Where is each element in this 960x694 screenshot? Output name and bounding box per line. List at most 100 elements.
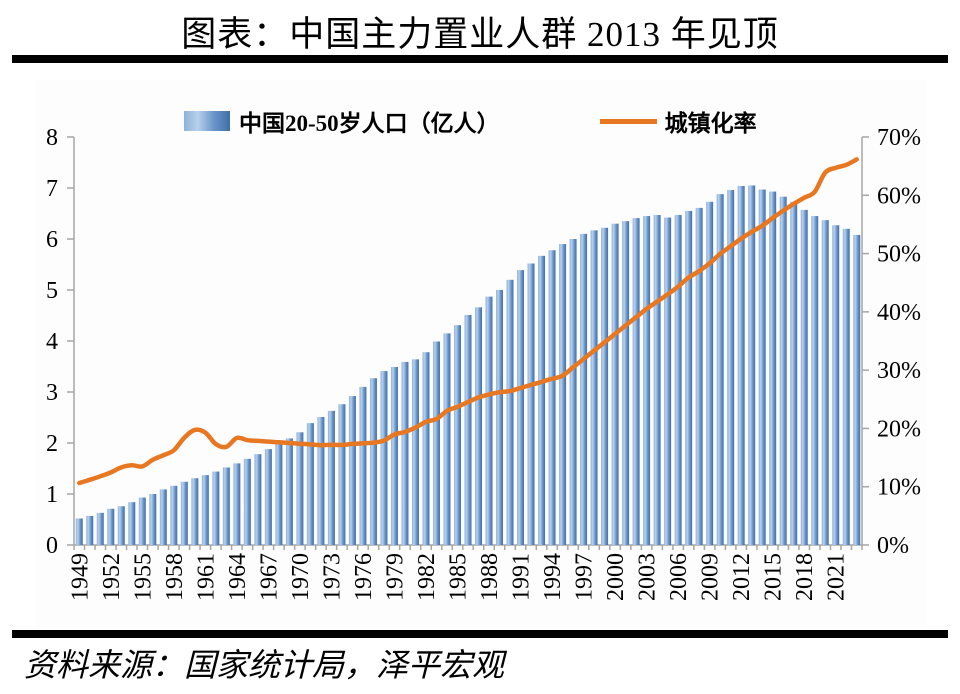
x-axis-year-label: 2009 xyxy=(698,553,724,601)
bar-2013 xyxy=(748,185,756,545)
x-axis-year-label: 1964 xyxy=(225,553,251,601)
bar-2022 xyxy=(842,228,850,546)
bar-1983 xyxy=(432,341,440,545)
bar-2001 xyxy=(622,221,630,545)
bar-2010 xyxy=(716,194,724,545)
bar-1999 xyxy=(601,227,609,545)
bar-1978 xyxy=(380,371,388,545)
bar-1952 xyxy=(107,508,115,545)
right-axis-tick-label: 10% xyxy=(877,475,921,501)
bar-1949 xyxy=(75,518,83,545)
x-axis-year-label: 2018 xyxy=(792,553,818,601)
bar-1991 xyxy=(517,270,525,545)
x-axis-year-label: 1970 xyxy=(288,553,314,601)
right-axis-tick-label: 30% xyxy=(877,358,921,384)
bar-1953 xyxy=(117,506,125,545)
bar-1982 xyxy=(422,352,430,545)
bar-1960 xyxy=(191,478,199,545)
title-divider-rule xyxy=(12,55,948,63)
bar-1996 xyxy=(569,239,577,545)
bar-1958 xyxy=(170,485,178,545)
left-axis-tick-label: 0 xyxy=(46,533,58,559)
bar-2020 xyxy=(821,220,829,545)
source-divider-rule xyxy=(12,630,948,638)
bar-1975 xyxy=(348,396,356,545)
bar-1965 xyxy=(243,458,251,545)
x-axis-year-label: 2015 xyxy=(761,553,787,601)
x-axis-year-label: 1973 xyxy=(319,553,345,601)
bar-series-label: 中国20-50岁人口（亿人） xyxy=(239,111,500,136)
bar-1977 xyxy=(369,378,377,545)
bar-1997 xyxy=(580,233,588,545)
bar-2018 xyxy=(800,209,808,545)
legend: 中国20-50岁人口（亿人） 城镇化率 xyxy=(184,104,757,138)
x-axis-year-label: 1997 xyxy=(572,553,598,601)
right-axis-tick-label: 50% xyxy=(877,242,921,268)
bar-2015 xyxy=(769,191,777,545)
bar-1989 xyxy=(496,290,504,545)
chart-title: 图表：中国主力置业人群 2013 年见顶 xyxy=(181,15,779,54)
x-axis-year-label: 1952 xyxy=(99,553,125,601)
bar-1979 xyxy=(390,367,398,545)
bar-1980 xyxy=(401,361,409,545)
bar-2003 xyxy=(643,216,651,546)
x-axis-year-label: 1976 xyxy=(351,553,377,601)
x-axis-year-label: 1958 xyxy=(162,553,188,601)
left-axis-tick-label: 7 xyxy=(46,176,58,202)
legend-item-urbanization: 城镇化率 xyxy=(599,104,757,138)
bar-1966 xyxy=(254,454,262,545)
bar-1967 xyxy=(264,449,272,545)
bar-2019 xyxy=(811,216,819,546)
x-axis-year-label: 2003 xyxy=(635,553,661,601)
bar-1993 xyxy=(538,255,546,545)
bar-1976 xyxy=(359,386,367,545)
bar-1988 xyxy=(485,296,493,545)
bar-2000 xyxy=(611,223,619,545)
bar-2009 xyxy=(706,201,714,545)
left-axis-tick-label: 3 xyxy=(46,380,58,406)
left-axis-tick-label: 2 xyxy=(46,431,58,457)
bar-1950 xyxy=(86,515,94,545)
left-axis-tick-label: 8 xyxy=(46,125,58,151)
left-axis-tick-label: 5 xyxy=(46,278,58,304)
bar-1998 xyxy=(590,230,598,545)
x-axis-year-label: 1979 xyxy=(382,553,408,601)
bar-2017 xyxy=(790,201,798,545)
bar-1972 xyxy=(317,416,325,545)
bar-series-swatch xyxy=(184,111,230,131)
bar-2002 xyxy=(632,218,640,545)
urbanization-line xyxy=(77,157,859,486)
x-axis-year-label: 1967 xyxy=(256,553,282,601)
bar-1990 xyxy=(506,279,514,545)
left-axis-tick-label: 1 xyxy=(46,482,58,508)
bar-1968 xyxy=(275,444,283,545)
bar-2006 xyxy=(674,215,682,545)
right-axis-tick-label: 70% xyxy=(877,125,921,151)
x-axis-year-label: 1949 xyxy=(67,553,93,601)
x-axis-year-label: 1994 xyxy=(540,553,566,601)
bar-1971 xyxy=(306,423,314,545)
x-axis-year-label: 2021 xyxy=(824,553,850,601)
x-axis-year-label: 1982 xyxy=(414,553,440,601)
bar-1962 xyxy=(212,471,220,545)
right-axis-tick-label: 20% xyxy=(877,416,921,442)
bar-2021 xyxy=(832,225,840,546)
x-axis-year-label: 2000 xyxy=(603,553,629,601)
bar-1995 xyxy=(559,244,567,545)
left-axis-tick-label: 4 xyxy=(46,329,58,355)
bar-1981 xyxy=(411,359,419,545)
bar-1964 xyxy=(233,463,241,545)
x-axis-year-label: 2012 xyxy=(729,553,755,601)
bar-1961 xyxy=(201,475,209,545)
bar-1956 xyxy=(149,494,157,545)
line-series-swatch xyxy=(599,118,657,124)
line-series-label: 城镇化率 xyxy=(664,111,757,136)
left-axis-tick-label: 6 xyxy=(46,227,58,253)
bar-1973 xyxy=(327,410,335,545)
x-axis-year-label: 1991 xyxy=(509,553,535,601)
right-axis-tick-label: 40% xyxy=(877,300,921,326)
x-axis-year-label: 1988 xyxy=(477,553,503,601)
x-axis-year-label: 1985 xyxy=(445,553,471,601)
bar-1954 xyxy=(128,502,136,545)
